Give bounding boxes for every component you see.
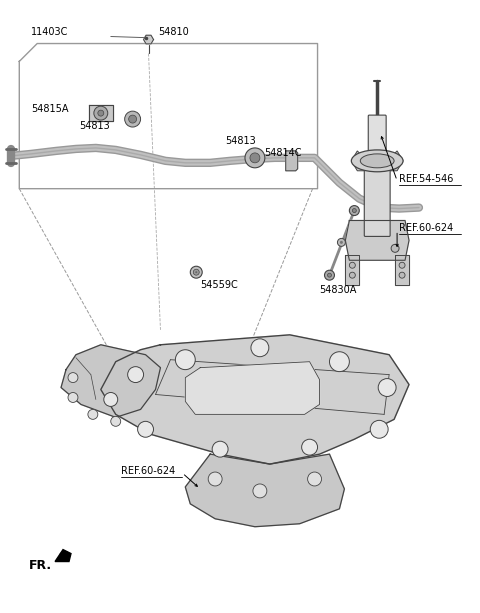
- Polygon shape: [387, 151, 403, 171]
- Polygon shape: [346, 255, 360, 285]
- Circle shape: [340, 241, 343, 244]
- Circle shape: [190, 266, 202, 278]
- Circle shape: [349, 272, 355, 278]
- Ellipse shape: [360, 154, 394, 168]
- Circle shape: [349, 205, 360, 216]
- Polygon shape: [61, 345, 160, 417]
- Circle shape: [370, 421, 388, 438]
- Circle shape: [208, 472, 222, 486]
- Polygon shape: [395, 255, 409, 285]
- Circle shape: [308, 472, 322, 486]
- Circle shape: [327, 273, 332, 277]
- Polygon shape: [286, 151, 298, 171]
- Polygon shape: [101, 335, 409, 464]
- Circle shape: [195, 271, 197, 273]
- Polygon shape: [185, 362, 320, 414]
- Circle shape: [212, 441, 228, 457]
- Text: 54813: 54813: [79, 121, 110, 131]
- Circle shape: [324, 270, 335, 280]
- FancyBboxPatch shape: [368, 115, 386, 162]
- Circle shape: [193, 269, 199, 275]
- Circle shape: [337, 238, 346, 246]
- Ellipse shape: [351, 150, 403, 172]
- Circle shape: [349, 262, 355, 268]
- Text: 54814C: 54814C: [264, 148, 301, 158]
- Circle shape: [352, 208, 356, 213]
- Circle shape: [138, 421, 154, 437]
- Circle shape: [391, 245, 399, 253]
- Circle shape: [98, 110, 104, 116]
- Circle shape: [128, 367, 144, 383]
- Circle shape: [301, 440, 318, 455]
- Circle shape: [125, 111, 141, 127]
- Circle shape: [68, 392, 78, 403]
- Circle shape: [251, 339, 269, 357]
- Text: 11403C: 11403C: [31, 26, 69, 37]
- Polygon shape: [185, 454, 344, 527]
- Circle shape: [175, 350, 195, 370]
- Text: 54815A: 54815A: [31, 104, 69, 114]
- Circle shape: [329, 352, 349, 371]
- Circle shape: [111, 416, 120, 426]
- Circle shape: [399, 262, 405, 268]
- Text: REF.60-624: REF.60-624: [120, 466, 175, 476]
- Polygon shape: [351, 151, 367, 171]
- Text: 54830A: 54830A: [320, 285, 357, 295]
- Circle shape: [68, 373, 78, 383]
- Text: REF.60-624: REF.60-624: [399, 224, 453, 234]
- Text: 54810: 54810: [158, 26, 189, 37]
- Text: FR.: FR.: [29, 559, 52, 572]
- Text: 54559C: 54559C: [200, 280, 238, 290]
- Circle shape: [94, 106, 108, 120]
- Text: REF.54-546: REF.54-546: [399, 173, 454, 184]
- Polygon shape: [89, 105, 113, 121]
- Polygon shape: [144, 36, 154, 44]
- Circle shape: [129, 115, 137, 123]
- Circle shape: [88, 409, 98, 419]
- Polygon shape: [346, 221, 409, 261]
- Text: 54813: 54813: [225, 136, 256, 146]
- Circle shape: [245, 148, 265, 168]
- Circle shape: [399, 272, 405, 278]
- Polygon shape: [55, 550, 71, 562]
- Circle shape: [253, 484, 267, 498]
- Circle shape: [250, 153, 260, 163]
- Circle shape: [378, 379, 396, 397]
- FancyBboxPatch shape: [364, 170, 390, 237]
- Circle shape: [104, 392, 118, 406]
